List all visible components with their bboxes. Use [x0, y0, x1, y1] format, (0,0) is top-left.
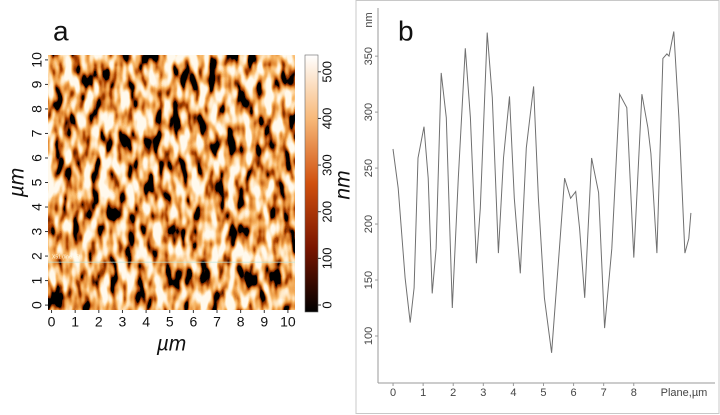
- x-tick-label: 10: [280, 314, 296, 330]
- charts: X51 (line 45)0 1 2 3 4 5 6 7 8 9 10012345678910µmµ…: [6, 8, 715, 399]
- afm-image: [48, 55, 295, 310]
- annotation: X51 (line 45): [52, 255, 81, 261]
- x-tick-label: 2: [95, 314, 103, 330]
- y-tick-label: 200: [363, 215, 375, 233]
- y-tick-label: 250: [363, 159, 375, 177]
- x-tick-label: 4: [510, 387, 516, 399]
- colorbar-tick-label: 200: [319, 201, 334, 223]
- colorbar: [304, 54, 319, 313]
- colorbar-tick-label: 300: [319, 154, 334, 176]
- y-tick-label: 350: [363, 47, 375, 65]
- x-tick-label: 0: [390, 387, 396, 399]
- x-tick-label: 3: [480, 387, 486, 399]
- y-tick-label: 5: [29, 178, 45, 186]
- y-tick-label: 1: [29, 276, 45, 284]
- x-tick-label: 8: [237, 314, 245, 330]
- x-tick-label: 2: [450, 387, 456, 399]
- x-axis-label: Plane,µm: [661, 387, 708, 399]
- y-tick-label: 2: [29, 252, 45, 260]
- y-tick-label: 9: [29, 80, 45, 88]
- panel-label: a: [53, 15, 69, 46]
- y-tick-label: 300: [363, 103, 375, 121]
- colorbar-tick-label: 500: [319, 61, 334, 83]
- x-tick-label: 4: [142, 314, 150, 330]
- y-tick-label: 10: [29, 52, 45, 68]
- y-tick-label: 3: [29, 227, 45, 235]
- y-tick-label: 100: [363, 327, 375, 345]
- x-tick-label: 1: [420, 387, 426, 399]
- x-tick-label: 6: [189, 314, 197, 330]
- x-tick-label: 7: [213, 314, 221, 330]
- y-tick-label: 7: [29, 129, 45, 137]
- y-tick-label: 8: [29, 105, 45, 113]
- x-tick-label: 5: [540, 387, 546, 399]
- colorbar-tick-label: 400: [319, 108, 334, 130]
- panel-frame: [355, 0, 720, 414]
- x-tick-label: 6: [571, 387, 577, 399]
- y-tick-label: 4: [29, 203, 45, 211]
- x-tick-label: 9: [260, 314, 268, 330]
- y-axis-label: nm: [363, 12, 375, 27]
- x-axis-label: µm: [156, 333, 187, 356]
- colorbar-label: nm: [332, 170, 355, 199]
- y-axis-label: µm: [6, 168, 29, 199]
- colorbar-tick-label: 0: [319, 301, 334, 308]
- x-tick-label: 7: [601, 387, 607, 399]
- y-tick-label: 6: [29, 154, 45, 162]
- x-tick-label: 0: [48, 314, 56, 330]
- profile-line: [392, 31, 692, 353]
- panel-label: b: [398, 15, 414, 46]
- y-tick-label: 150: [363, 271, 375, 289]
- y-tick-label: 0: [29, 301, 45, 309]
- x-tick-label: 1: [71, 314, 79, 330]
- x-tick-label: 8: [631, 387, 637, 399]
- x-tick-label: 5: [166, 314, 174, 330]
- colorbar-tick-label: 100: [319, 248, 334, 270]
- x-tick-label: 3: [119, 314, 127, 330]
